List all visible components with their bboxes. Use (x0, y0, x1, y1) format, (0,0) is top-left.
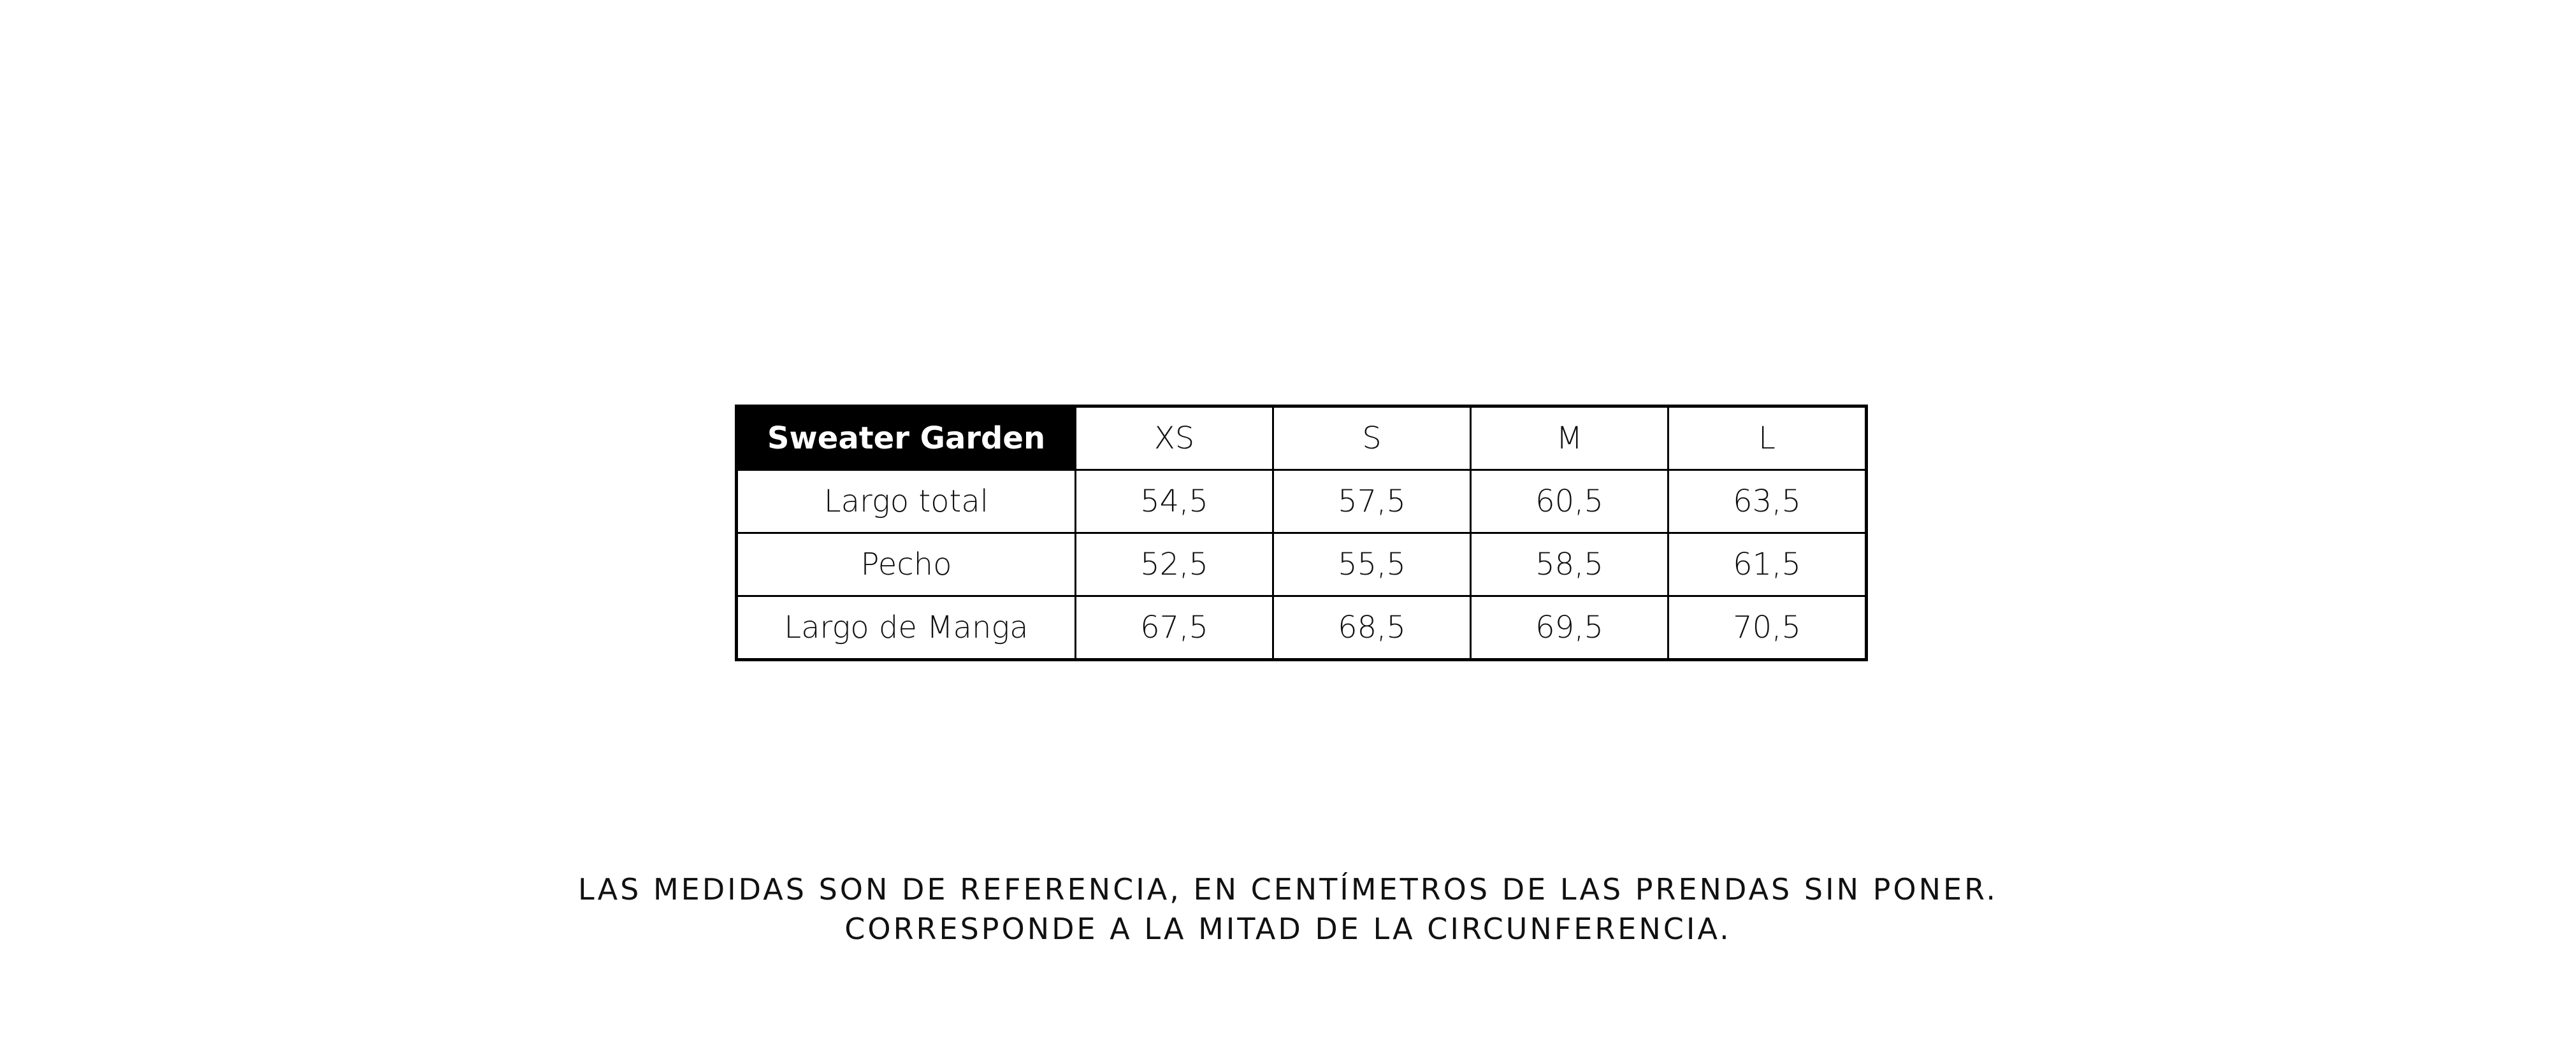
measure-name: Largo total (735, 469, 1076, 534)
product-name: Sweater Garden (735, 405, 1076, 471)
size-label: XS (1075, 405, 1274, 471)
table-row: Pecho 52,5 55,5 58,5 61,5 (735, 532, 1867, 597)
measure-value: 60,5 (1470, 469, 1669, 534)
note-line: LAS MEDIDAS SON DE REFERENCIA, EN CENTÍM… (577, 872, 1999, 907)
size-table: Sweater Garden XS S M L Largo total 54,5 57,5 60… (735, 405, 1868, 661)
header-row: Sweater Garden XS S M L (735, 405, 1867, 471)
table-row: Largo de Manga 67,5 68,5 69,5 70,5 (735, 595, 1867, 661)
note-line: CORRESPONDE A LA MITAD DE LA CIRCUNFEREN… (844, 912, 1732, 946)
measure-value: 57,5 (1272, 469, 1472, 534)
measure-value: 58,5 (1470, 532, 1669, 597)
table-row: Largo total 54,5 57,5 60,5 63,5 (735, 469, 1867, 534)
size-label: S (1272, 405, 1472, 471)
measure-value: 67,5 (1075, 595, 1274, 661)
measure-value: 54,5 (1075, 469, 1274, 534)
measure-value: 70,5 (1667, 595, 1867, 661)
note: LAS MEDIDAS SON DE REFERENCIA, EN CENTÍM… (0, 870, 2576, 949)
measure-name: Largo de Manga (735, 595, 1076, 661)
measure-value: 52,5 (1075, 532, 1274, 597)
measure-value: 69,5 (1470, 595, 1669, 661)
measure-value: 55,5 (1272, 532, 1472, 597)
size-label: M (1470, 405, 1669, 471)
measure-value: 68,5 (1272, 595, 1472, 661)
size-label: L (1667, 405, 1867, 471)
measure-value: 63,5 (1667, 469, 1867, 534)
measure-name: Pecho (735, 532, 1076, 597)
measure-value: 61,5 (1667, 532, 1867, 597)
